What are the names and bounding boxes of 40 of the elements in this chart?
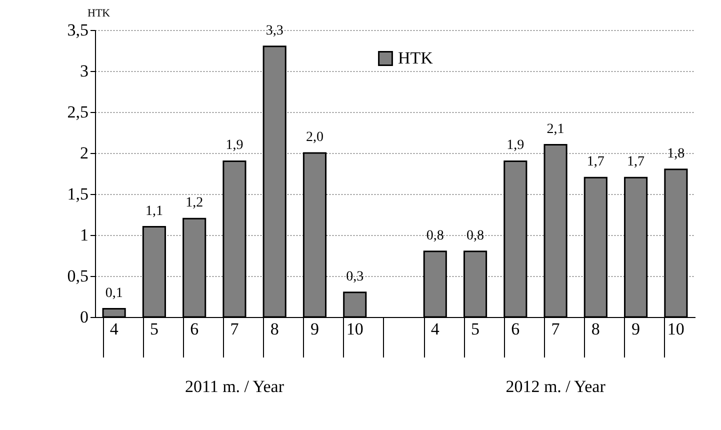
y-tick-label: 0	[80, 308, 88, 326]
data-label: 2,1	[546, 122, 564, 137]
y-axis-title: HTK	[88, 8, 110, 20]
data-label: 0,8	[466, 228, 484, 244]
x-tick-label: 5	[150, 320, 158, 338]
x-tick-label: 10	[346, 320, 364, 338]
x-tick-label: 9	[310, 320, 319, 338]
data-label: 1,9	[226, 138, 244, 154]
y-tick-label: 3,5	[67, 20, 88, 40]
text: 2012 m. / Year	[506, 377, 606, 396]
x-tick-label: 4	[430, 320, 440, 338]
data-label: 1,7	[586, 154, 604, 170]
x-tick-label: 7	[230, 320, 240, 338]
data-label: 3,3	[266, 23, 284, 38]
x-tick-label: 6	[511, 320, 520, 338]
y-tick-label: 2	[80, 144, 88, 162]
data-label: 0,1	[105, 286, 123, 301]
x-tick-label: 9	[632, 320, 640, 338]
x-tick-label: 7	[551, 320, 560, 338]
data-label: 1,9	[506, 138, 524, 154]
data-label: 1,1	[145, 204, 163, 219]
x-tick-label: 8	[591, 320, 600, 338]
data-label: 1,2	[186, 196, 204, 211]
x-tick-label: 4	[110, 320, 119, 338]
y-tick-label: 1	[80, 226, 88, 244]
y-tick-label: 1,5	[67, 184, 88, 204]
legend-label: HTK	[398, 48, 434, 68]
y-tick-label: 3	[80, 62, 88, 80]
x-tick-label: 5	[471, 320, 480, 338]
y-tick-label: 2,5	[67, 102, 88, 122]
data-label: 0,3	[346, 269, 364, 284]
data-label: 2,0	[306, 130, 324, 145]
data-label: 0,8	[426, 228, 444, 244]
data-label: 1,7	[627, 154, 645, 170]
text: 2011 m. / Year	[184, 377, 284, 396]
data-label: 1,8	[667, 146, 685, 162]
x-tick-label: 10	[667, 320, 684, 338]
x-tick-label: 6	[190, 320, 199, 338]
y-tick-label: 0,5	[67, 266, 88, 286]
x-tick-label: 8	[270, 320, 279, 338]
